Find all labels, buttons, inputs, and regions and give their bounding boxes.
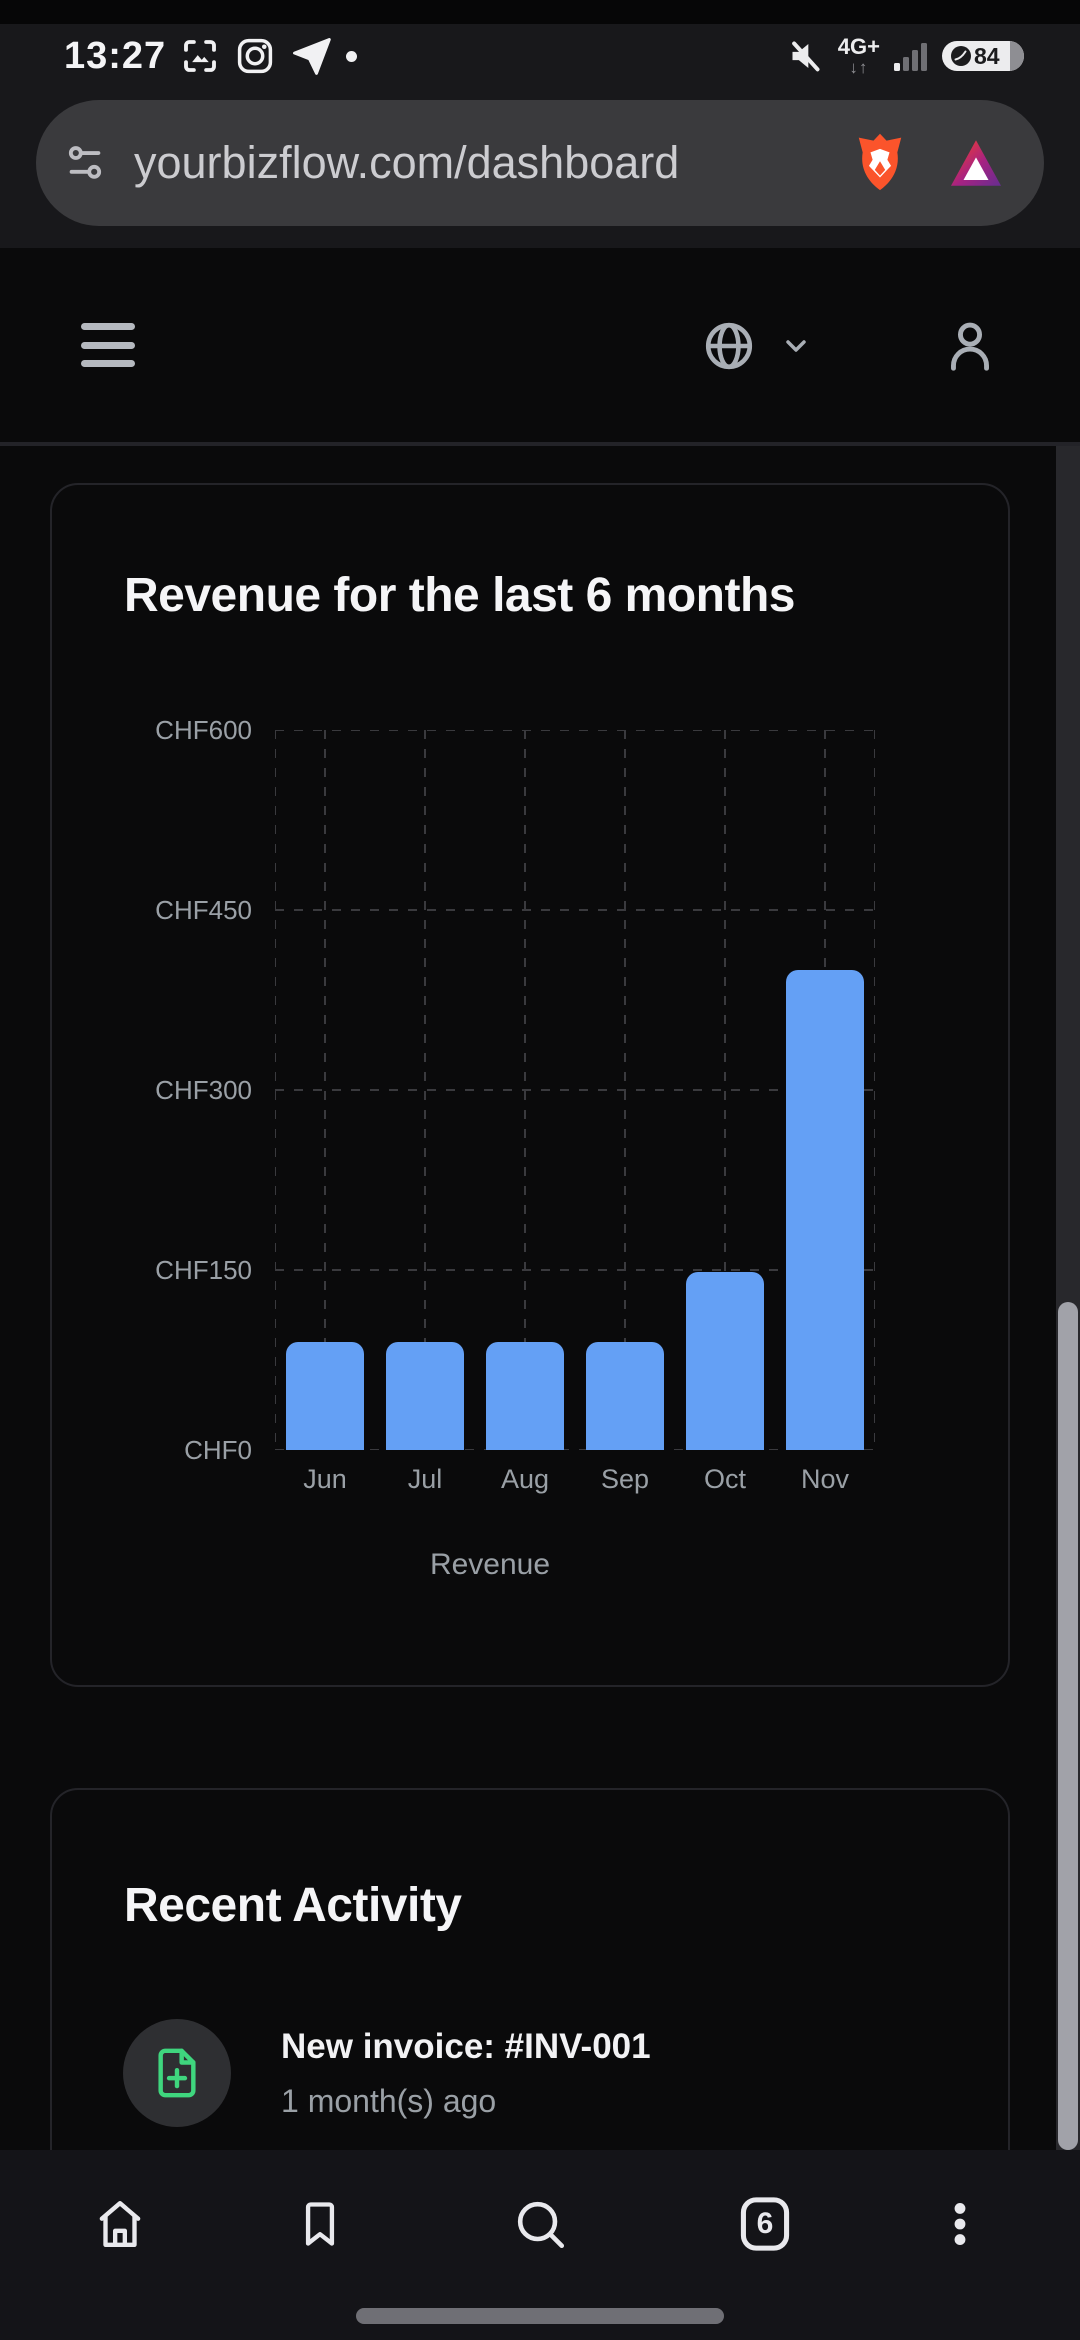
tune-icon[interactable] (62, 140, 108, 186)
tab-count: 6 (756, 2207, 774, 2240)
activity-list-item[interactable]: New invoice: #INV-001 1 month(s) ago (123, 2019, 923, 2129)
telegram-icon (289, 34, 333, 78)
activity-icon-badge (123, 2019, 231, 2127)
status-bar: 13:27 (0, 24, 1080, 88)
home-button[interactable] (70, 2174, 170, 2274)
globe-icon (700, 317, 758, 375)
browser-chrome: 13:27 (0, 0, 1080, 248)
bar-nov (786, 970, 864, 1450)
url-text[interactable]: yourbizflow.com/dashboard (134, 137, 680, 188)
revenue-chart-card (50, 483, 1010, 1687)
x-tick-label: Nov (800, 1464, 849, 1494)
bar-sep (586, 1342, 664, 1450)
bar-aug (486, 1342, 564, 1450)
x-tick-label: Aug (500, 1464, 550, 1494)
home-icon (99, 2201, 141, 2247)
browser-bottom-toolbar: 6 (0, 2150, 1080, 2340)
volume-muted-icon (785, 36, 825, 76)
bookmark-icon (305, 2202, 335, 2246)
bar-chart-plot (275, 730, 875, 1450)
x-tick-label: Oct (703, 1464, 746, 1494)
tab-switcher-button[interactable]: 6 (715, 2174, 815, 2274)
status-clock: 13:27 (64, 34, 167, 77)
y-tick-label: CHF150 (155, 1255, 252, 1285)
menu-button[interactable] (81, 323, 135, 367)
y-tick-label: CHF0 (184, 1435, 252, 1465)
chart-title: Revenue for the last 6 months (124, 569, 795, 622)
bar-jun (286, 1342, 364, 1450)
user-icon (939, 315, 1001, 377)
y-tick-label: CHF450 (155, 895, 252, 925)
x-tick-label: Sep (600, 1464, 650, 1494)
activity-title: Recent Activity (124, 1879, 462, 1932)
bar-jul (386, 1342, 464, 1450)
chart-axis-title: Revenue (429, 1548, 551, 1581)
x-tick-label: Jul (407, 1464, 443, 1494)
scrollbar-thumb[interactable] (1058, 1302, 1078, 2150)
hamburger-icon (81, 323, 135, 330)
signal-strength-icon (893, 39, 929, 73)
notification-dot-icon (346, 50, 358, 62)
bookmarks-button[interactable] (270, 2174, 370, 2274)
chart-x-axis-labels: Jun Jul Aug Sep Oct Nov (275, 1464, 875, 1504)
battery-indicator: 84 (942, 41, 1024, 71)
battery-saver-leaf-icon (951, 46, 971, 66)
screen-capture-icon (179, 35, 221, 77)
chart-grid (275, 730, 875, 1450)
brave-shield-icon[interactable] (854, 132, 906, 194)
battery-level-cap (1010, 41, 1024, 71)
search-icon (517, 2201, 565, 2249)
gesture-navigation-pill[interactable] (356, 2308, 724, 2324)
account-button[interactable] (936, 310, 1004, 382)
browser-menu-button[interactable] (910, 2174, 1010, 2274)
chart-y-axis-labels: CHF600 CHF450 CHF300 CHF150 CHF0 (0, 715, 252, 1482)
recent-activity-card (50, 1788, 1010, 2340)
brave-rewards-bat-icon[interactable] (948, 138, 1004, 188)
file-plus-icon (158, 2048, 196, 2098)
chevron-down-icon (780, 330, 812, 362)
y-tick-label: CHF300 (155, 1075, 252, 1105)
language-selector[interactable] (700, 310, 850, 382)
y-tick-label: CHF600 (155, 715, 252, 745)
camera-cutout-strip (0, 0, 1080, 24)
header-divider (0, 442, 1080, 446)
x-tick-label: Jun (303, 1464, 347, 1494)
activity-item-title: New invoice: #INV-001 (281, 2027, 651, 2066)
network-type-indicator: 4G+ ↓↑ (837, 34, 880, 77)
bar-oct (686, 1272, 764, 1450)
tab-counter-icon (740, 2197, 790, 2251)
kebab-menu-icon (954, 2202, 966, 2246)
activity-item-timestamp: 1 month(s) ago (281, 2083, 497, 2119)
search-button[interactable] (490, 2174, 590, 2274)
address-bar[interactable]: yourbizflow.com/dashboard (36, 100, 1044, 226)
instagram-icon (234, 35, 276, 77)
